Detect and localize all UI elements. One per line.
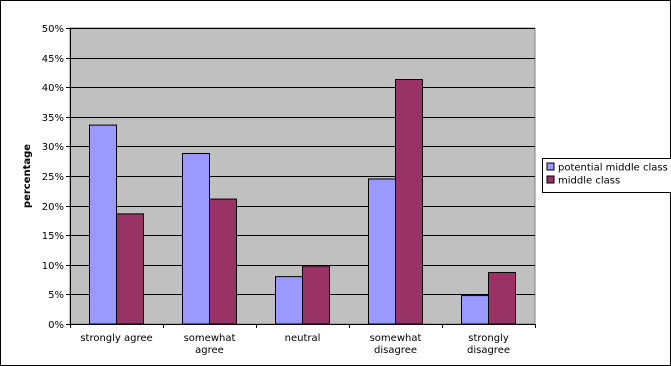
bar — [209, 198, 237, 325]
legend-box — [542, 158, 671, 193]
bar — [368, 178, 396, 325]
bar — [89, 124, 117, 325]
y-tick-label: 15% — [42, 231, 64, 242]
y-axis-ticks: 0% 5% 10% 15% 20% 25% 30% 35% 40% 45% 50% — [42, 24, 70, 331]
x-tick-label: disagree — [467, 345, 510, 356]
axes — [70, 28, 535, 325]
x-tick-label: agree — [195, 345, 224, 356]
x-tick-label: neutral — [285, 333, 321, 344]
x-tick-label: strongly agree — [80, 333, 152, 344]
x-tick-label: somewhat — [184, 333, 236, 344]
legend-swatch — [546, 162, 555, 171]
legend-label: middle class — [558, 176, 620, 187]
y-tick-label: 0% — [48, 320, 64, 331]
bar — [395, 79, 423, 325]
y-axis-title: percentage — [22, 144, 33, 208]
y-tick-label: 50% — [42, 24, 64, 35]
y-tick-label: 40% — [42, 83, 64, 94]
legend: potential middle class middle class — [542, 158, 671, 193]
bar — [461, 295, 489, 325]
x-tick-label: somewhat — [370, 333, 422, 344]
y-tick-label: 45% — [42, 54, 64, 65]
legend-label: potential middle class — [558, 163, 668, 174]
y-tick-label: 20% — [42, 202, 64, 213]
legend-swatch — [546, 175, 555, 184]
y-tick-label: 5% — [48, 290, 64, 301]
x-tick-label: strongly — [468, 333, 509, 344]
bar — [302, 265, 330, 325]
bar — [182, 153, 210, 325]
bar — [488, 271, 516, 325]
y-tick-label: 30% — [42, 142, 64, 153]
y-tick-label: 10% — [42, 261, 64, 272]
x-tick-label: disagree — [374, 345, 417, 356]
bar — [116, 213, 144, 325]
bar — [275, 276, 303, 325]
y-tick-label: 25% — [42, 172, 64, 183]
y-tick-label: 35% — [42, 113, 64, 124]
